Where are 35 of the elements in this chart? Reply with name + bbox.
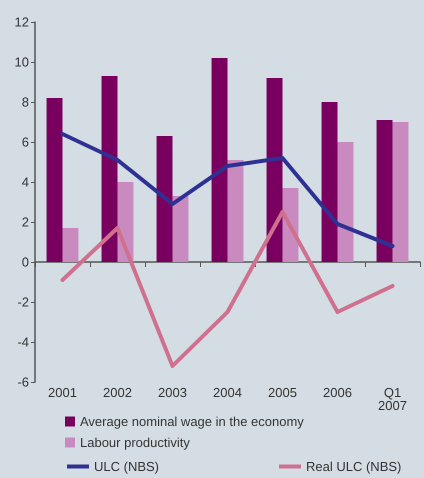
y-tick-label: 8 [22,94,29,110]
y-tick-label: -6 [17,374,29,390]
legend-label: Real ULC (NBS) [306,459,402,474]
y-tick-label: 2 [22,214,29,230]
x-tick-label: 2005 [268,385,297,400]
y-tick-label: 4 [22,174,29,190]
x-tick-label: 2003 [158,385,187,400]
bar [46,98,62,262]
y-tick-label: -4 [17,334,29,350]
bar [392,122,408,262]
x-tick-label: 2006 [323,385,352,400]
bar [62,228,78,262]
bar [322,102,338,262]
bar [376,120,392,262]
line-series [60,132,394,248]
x-tick-label: 2001 [48,385,77,400]
line-series [60,210,394,368]
y-tick-label: 0 [22,254,29,270]
y-tick-label: 6 [22,134,29,150]
bar [266,78,282,262]
y-tick-label: -2 [17,294,29,310]
bar [228,160,244,262]
y-tick-label: 10 [14,54,29,70]
bar [212,58,228,262]
bar [172,196,188,262]
x-tick-label: 2002 [103,385,132,400]
x-tick-label: 2004 [213,385,242,400]
legend-label: ULC (NBS) [94,459,160,474]
x-tick-label: Q1 2007 [378,385,407,413]
y-tick-label: 12 [14,14,29,30]
legend-label: Average nominal wage in the economy [80,414,304,429]
bar [156,136,172,262]
legend-label: Labour productivity [80,435,190,450]
bar [102,76,118,262]
bar [338,142,354,262]
